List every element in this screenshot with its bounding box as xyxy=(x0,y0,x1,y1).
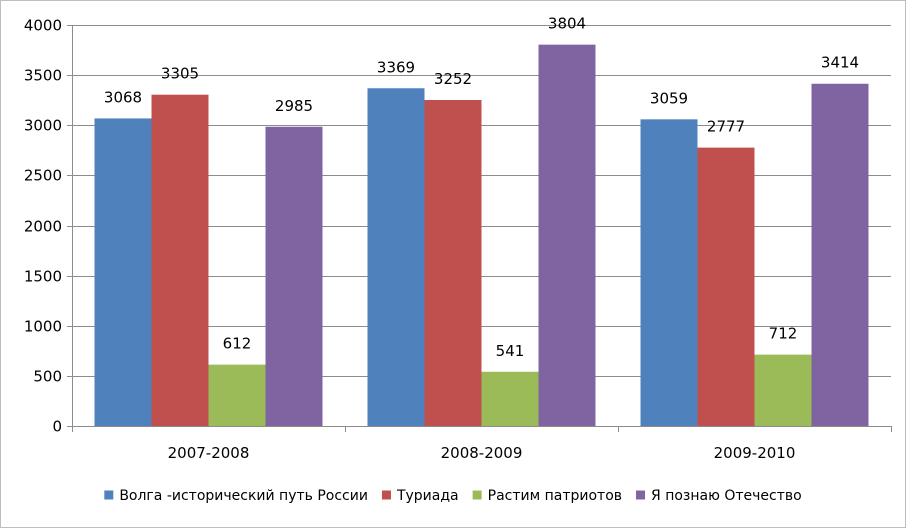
bar xyxy=(811,83,869,427)
x-category-label: 2009-2010 xyxy=(714,444,796,462)
bars xyxy=(94,44,869,427)
y-tick-label: 3500 xyxy=(24,67,62,85)
bar xyxy=(640,119,698,426)
x-category-label: 2007-2008 xyxy=(168,444,250,462)
data-label: 712 xyxy=(769,325,798,343)
bar xyxy=(754,354,812,426)
legend-swatch xyxy=(104,490,114,500)
legend-label: Я познаю Отечество xyxy=(651,488,802,504)
legend: Волга -исторический путь России Туриада Ра… xyxy=(104,488,802,504)
y-tick-label: 1000 xyxy=(24,318,62,336)
y-tick-label: 3000 xyxy=(24,117,62,135)
data-label: 2777 xyxy=(707,118,745,136)
data-label: 3305 xyxy=(161,65,199,83)
data-label: 3414 xyxy=(821,54,859,72)
data-label: 3252 xyxy=(434,70,472,88)
legend-swatch xyxy=(472,490,482,500)
data-label: 3068 xyxy=(104,88,142,106)
y-tick-label: 2000 xyxy=(24,218,62,236)
legend-label: Волга -исторический путь России xyxy=(119,488,368,504)
data-label: 612 xyxy=(223,335,252,353)
data-label: 3059 xyxy=(650,89,688,107)
y-tick-label: 0 xyxy=(52,418,62,436)
legend-swatch xyxy=(636,490,646,500)
bar xyxy=(151,94,209,426)
bar xyxy=(424,99,482,426)
bar xyxy=(538,44,596,427)
axes: 0 500 1000 1500 2000 2500 3000 3500 4000 2007-200… xyxy=(24,17,892,462)
legend-label: Туриада xyxy=(396,488,459,504)
data-labels: 3068 3305 612 2985 3369 3252 541 3804 3059 2777 71… xyxy=(104,15,859,360)
bar xyxy=(367,88,425,426)
bar xyxy=(94,118,152,427)
data-label: 3804 xyxy=(548,15,586,33)
y-tick-label: 500 xyxy=(33,368,62,386)
y-tick-label: 1500 xyxy=(24,268,62,286)
data-label: 541 xyxy=(496,342,525,360)
legend-label: Растим патриотов xyxy=(488,488,622,504)
bar xyxy=(208,364,266,426)
data-label: 2985 xyxy=(275,97,313,115)
y-tick-label: 2500 xyxy=(24,167,62,185)
bar xyxy=(697,147,755,426)
legend-swatch xyxy=(381,490,391,500)
data-label: 3369 xyxy=(377,58,415,76)
bar xyxy=(481,371,539,426)
y-tick-label: 4000 xyxy=(24,17,62,35)
bar xyxy=(265,126,323,426)
x-category-label: 2008-2009 xyxy=(441,444,523,462)
